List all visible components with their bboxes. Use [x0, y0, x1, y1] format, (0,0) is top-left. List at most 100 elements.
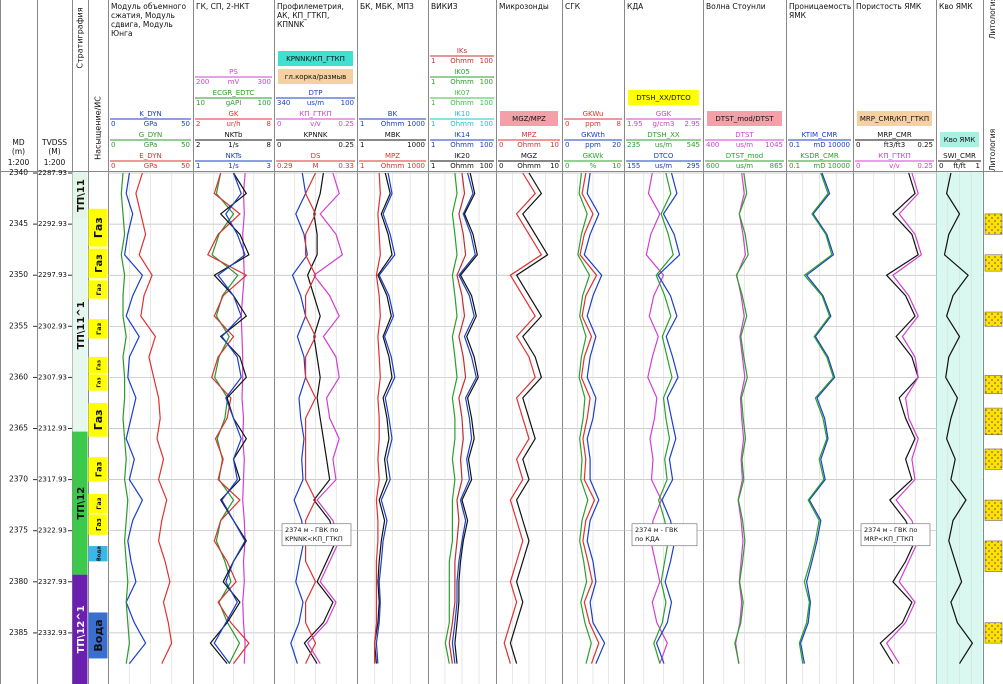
legend-name: КП_ГТКП: [878, 152, 911, 160]
legend-max: 50: [181, 141, 190, 149]
legend-unit: us/m: [736, 141, 753, 149]
legend-min: 600: [706, 162, 719, 170]
fill-legend-label: DTST_mod/DTST: [715, 115, 774, 123]
log-curve: [213, 172, 246, 664]
annotation-text: MRP<КП_ГТКП: [864, 535, 914, 543]
saturation-label: Газ: [92, 217, 105, 238]
legend-unit: GPa: [144, 141, 158, 149]
legend-max: 2.95: [684, 120, 700, 128]
legend-unit: us/m: [307, 99, 324, 107]
md-tick-label: 2380: [9, 577, 28, 586]
legend-unit: mD: [813, 162, 825, 170]
track-title: Проницаемость ЯМК: [789, 2, 852, 20]
legend-unit: Ohmm: [450, 78, 474, 86]
legend-max: 10000: [828, 162, 850, 170]
legend-unit: Ohmm: [381, 162, 405, 170]
legend-name: MGZ: [521, 152, 537, 160]
md-header: (m): [12, 147, 25, 156]
tvdss-tick-label: 2322.93: [38, 527, 67, 535]
log-curve: [653, 172, 674, 664]
md-header: MD: [12, 138, 24, 147]
legend-name: NKTs: [225, 152, 241, 160]
legend-name: NKTb: [224, 131, 243, 139]
legend-name: GK: [228, 110, 238, 118]
legend-min: 0: [565, 120, 569, 128]
strat-unit: [72, 172, 88, 220]
track-title: Кво ЯМК: [939, 2, 973, 11]
log-curve: [306, 172, 344, 664]
md-tick-label: 2385: [9, 628, 28, 637]
legend-max: 50: [181, 120, 190, 128]
strat-unit: [72, 431, 88, 575]
log-curve: [503, 172, 543, 664]
annotation-text: 2374 м - ГВК: [635, 526, 678, 534]
legend-unit: us/m: [736, 162, 753, 170]
legend-max: 545: [687, 141, 700, 149]
saturation-label: Газ: [94, 254, 105, 273]
saturation-interval: [88, 514, 108, 535]
tvdss-tick-label: 2307.93: [38, 373, 67, 381]
lithology-interval: [984, 499, 1003, 521]
legend-unit: Ohmm: [450, 57, 474, 65]
track-title: ГК, СП, 2-НКТ: [196, 2, 250, 11]
legend-min: 0: [499, 141, 503, 149]
saturation-interval: [88, 356, 108, 374]
legend-min: 0: [111, 141, 115, 149]
legend-unit: Ohmm: [517, 162, 541, 170]
legend-name: GGK: [656, 110, 672, 118]
track-title: КДА: [627, 2, 644, 11]
legend-name: DS: [311, 152, 321, 160]
log-curve: [374, 172, 381, 664]
saturation-label: Газ: [92, 409, 105, 430]
log-curve: [135, 172, 173, 664]
legend-unit: GPa: [144, 120, 158, 128]
legend-max: 8: [267, 120, 271, 128]
legend-unit: 1/s: [228, 162, 239, 170]
log-curve: [879, 172, 919, 664]
lithology-interval: [984, 311, 1003, 327]
legend-max: 100: [480, 57, 493, 65]
track-title-box: ВИКИЗ: [431, 2, 458, 11]
log-curve: [885, 172, 923, 664]
track-title: Модуль объемного сжатия, Модуль сдвига, …: [111, 2, 187, 38]
legend-min: 0: [856, 141, 860, 149]
legend-unit: mD: [813, 141, 825, 149]
legend-max: 1: [976, 162, 980, 170]
legend-max: 1045: [765, 141, 783, 149]
legend-min: 0: [939, 162, 943, 170]
legend-max: 300: [258, 78, 271, 86]
saturation-label: Газ: [95, 323, 103, 335]
fill-legend-label: KPNNK/КП_ГТКП: [286, 55, 345, 63]
legend-name: KSDR_CMR: [800, 152, 839, 160]
legend-min: 0: [856, 162, 860, 170]
legend-min: 1: [431, 120, 435, 128]
legend-name: BK: [388, 110, 398, 118]
legend-max: 0.25: [338, 141, 354, 149]
legend-min: 0: [111, 120, 115, 128]
annotation-box: [860, 523, 931, 547]
legend-unit: M: [312, 162, 318, 170]
legend-min: 1: [431, 99, 435, 107]
track-title: Пористость ЯМК: [856, 2, 922, 11]
legend-unit: ur/h: [226, 120, 240, 128]
legend-unit: GPa: [144, 162, 158, 170]
legend-name: E_DYN: [139, 152, 161, 160]
saturation-interval: [88, 546, 108, 562]
strat-unit: [72, 219, 88, 432]
legend-min: 0: [565, 141, 569, 149]
legend-min: 0: [277, 120, 281, 128]
track-title: БК, МБК, МПЗ: [360, 2, 414, 11]
md-tick-label: 2345: [9, 219, 28, 228]
log-curve: [583, 172, 606, 664]
legend-name: GKWk: [583, 152, 605, 160]
track-title: Волна Стоунли: [706, 2, 766, 11]
legend-unit: Ohmm: [450, 162, 474, 170]
legend-max: 8: [267, 141, 271, 149]
tvdss-tick-label: 2302.93: [38, 322, 67, 330]
legend-name: IK05: [454, 68, 470, 76]
fill-legend: [707, 111, 782, 126]
legend-max: 100: [480, 141, 493, 149]
log-curve: [303, 172, 337, 664]
tvdss-tick-label: 2312.93: [38, 425, 67, 433]
